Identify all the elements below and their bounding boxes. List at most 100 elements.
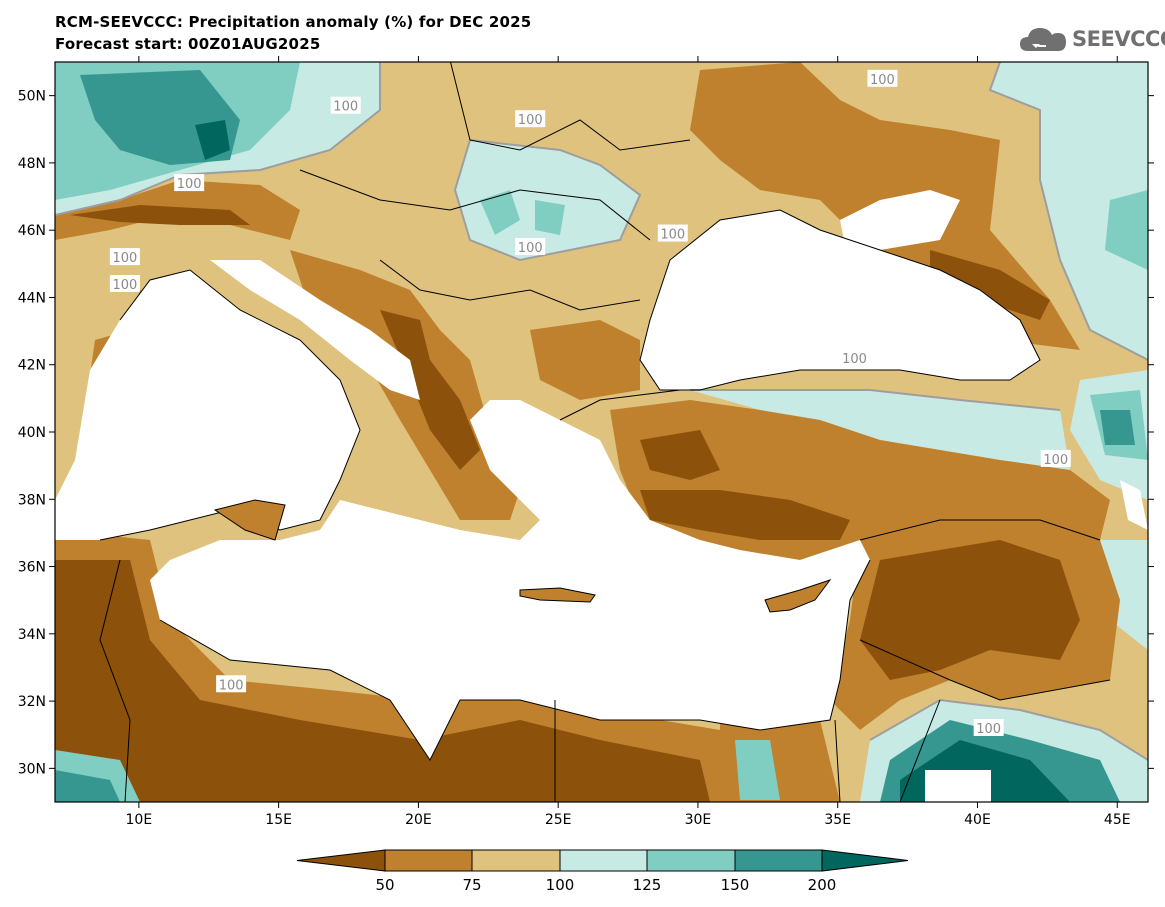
contour-label-bg	[515, 110, 546, 128]
contour-label-bg	[657, 224, 688, 242]
colorbar-segment	[384, 849, 473, 872]
colorbar-segment	[734, 849, 823, 872]
lat-label: 32N	[18, 694, 46, 710]
anomaly-region-zagros-wet	[1100, 540, 1148, 650]
contour-label-text: 100	[1043, 453, 1068, 468]
contour-label-text: 100	[870, 73, 895, 88]
colorbar-segment-lt50	[296, 849, 386, 872]
anomaly-region-anatolia-north	[690, 390, 1070, 470]
anomaly-region-caucasus-core	[1100, 410, 1135, 445]
adriatic-sea	[210, 260, 420, 400]
contour-label-bg	[330, 96, 361, 114]
contour-label: 100	[174, 174, 205, 192]
colorbar-tick-label: 50	[375, 876, 394, 894]
contour-label-text: 100	[177, 177, 202, 192]
no-data-area	[925, 770, 991, 802]
contour-label-bg	[867, 69, 898, 87]
lat-label: 44N	[18, 290, 46, 306]
contour-label: 100	[330, 96, 361, 115]
anomaly-region-russia-very-wet	[1105, 190, 1148, 270]
caspian-sea	[1120, 480, 1148, 530]
sea-of-azov	[840, 190, 960, 250]
colorbar-tick-label: 100	[546, 876, 575, 894]
colorbar-tick-label: 200	[808, 876, 837, 894]
contour-label: 100	[867, 69, 898, 88]
contour-label-text: 100	[518, 113, 543, 128]
contour-labels: 100 100 100 100 100 100 100 100 100 100 100 100	[109, 69, 1071, 737]
latitude-axis: 50N 48N 46N 44N 42N 40N 38N 36N 34N 32N 30N	[18, 89, 1154, 777]
crete-island	[519, 587, 596, 603]
cloud-icon	[1020, 28, 1066, 51]
contour-label: 100	[216, 675, 247, 693]
contour-label-text: 100	[976, 722, 1001, 737]
contour-label: 100	[515, 110, 546, 128]
lon-label: 35E	[824, 812, 851, 828]
contour-label: 100	[839, 349, 870, 367]
contour-label-text: 100	[518, 241, 543, 256]
lon-label: 20E	[405, 812, 432, 828]
contour-label: 100	[1040, 449, 1071, 468]
colorbar-segment	[646, 849, 736, 872]
lat-label: 34N	[18, 627, 46, 643]
lon-label: 40E	[964, 812, 991, 828]
colorbar-segment	[559, 849, 648, 872]
lat-label: 48N	[18, 156, 46, 172]
mediterranean-sea	[55, 270, 360, 540]
lat-label: 46N	[18, 223, 46, 239]
contour-label-bg	[839, 349, 870, 366]
seevccc-logo: SEEVCCC	[1018, 24, 1165, 54]
anomaly-region-ukraine-dryer	[930, 250, 1050, 320]
lon-label: 25E	[545, 812, 572, 828]
anomaly-region-levant-dryer	[860, 540, 1080, 680]
lat-label: 40N	[18, 425, 46, 441]
lat-label: 36N	[18, 560, 46, 576]
logo-text: SEEVCCC	[1072, 27, 1165, 51]
contour-label-bg	[109, 248, 140, 266]
contour-label: 100	[109, 275, 140, 293]
anomaly-region-russia-wet	[990, 62, 1148, 360]
lon-label: 10E	[126, 812, 153, 828]
anomaly-region-north-africa-dryer	[55, 560, 710, 802]
contour-label-text: 100	[333, 100, 358, 115]
contour-label-bg	[1040, 449, 1071, 467]
anomaly-region-carpathians-inner-2	[535, 200, 565, 235]
anomaly-region-romania-dry	[530, 320, 640, 400]
colorbar-tick-label: 75	[462, 876, 481, 894]
lat-label: 50N	[18, 89, 46, 105]
anomaly-region-carpathians-inner	[480, 190, 520, 235]
contour-label-bg	[109, 275, 140, 292]
lat-label: 42N	[18, 358, 46, 374]
longitude-axis: 10E 15E 20E 25E 30E 35E 40E 45E	[126, 56, 1131, 828]
lat-label: 30N	[18, 761, 46, 777]
colorbar-legend: 50 75 100 125 150 200	[296, 849, 909, 894]
lon-label: 45E	[1104, 812, 1131, 828]
map-title: RCM-SEEVCCC: Precipitation anomaly (%) f…	[55, 13, 532, 31]
lat-label: 38N	[18, 492, 46, 508]
anomaly-region-anatolia-dryer	[640, 430, 720, 480]
anomaly-region-anatolia-dryer-2	[640, 490, 850, 540]
cyprus-island	[764, 579, 832, 613]
contour-label: 100	[109, 248, 140, 266]
colorbar-tick-label: 125	[633, 876, 662, 894]
anomaly-region-core	[195, 120, 230, 160]
contour-label: 100	[657, 224, 688, 243]
contour-label-bg	[515, 238, 546, 255]
lon-label: 30E	[685, 812, 712, 828]
contour-lines-100	[55, 62, 1148, 761]
lon-label: 15E	[265, 812, 292, 828]
colorbar-tick-label: 150	[721, 876, 750, 894]
anomaly-field	[55, 62, 1148, 802]
contour-label-text: 100	[660, 228, 685, 243]
country-borders	[99, 62, 1111, 802]
forecast-start-label: Forecast start: 00Z01AUG2025	[55, 35, 321, 53]
anomaly-region-alpine-dryer	[70, 205, 250, 225]
contour-label-text: 100	[842, 352, 867, 367]
colorbar-segment	[471, 849, 561, 872]
contour-label: 100	[973, 719, 1004, 737]
contour-label-text: 100	[112, 278, 137, 293]
anomaly-region-libya-wettest	[55, 770, 120, 802]
anomaly-region-sinai-wet	[735, 740, 780, 800]
contour-label-text: 100	[219, 678, 244, 693]
colorbar-segment-gt200	[821, 849, 909, 872]
